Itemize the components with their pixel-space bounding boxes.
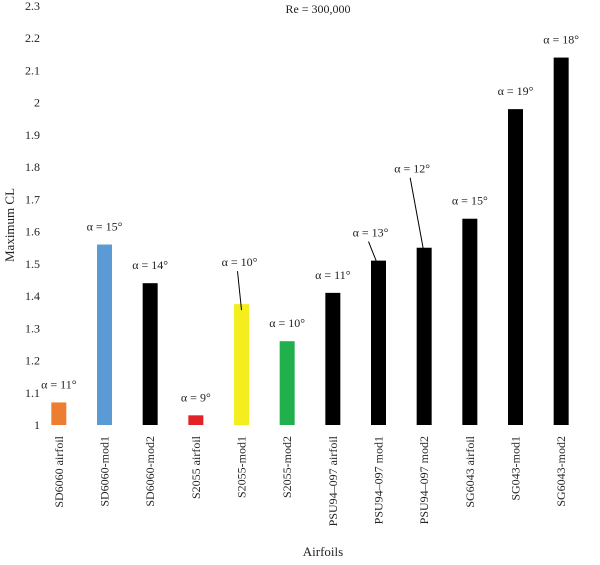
y-tick-label: 2.3 bbox=[25, 0, 40, 13]
y-tick-label: 1.8 bbox=[25, 160, 40, 174]
y-tick-label: 1.5 bbox=[25, 257, 40, 271]
x-tick-label: PSU94–097 airfoil bbox=[326, 435, 340, 526]
x-tick-label: SG043-mod1 bbox=[509, 436, 523, 501]
x-axis: SD6060 airfoil SD6060-mod1 SD6060-mod2 S205… bbox=[52, 435, 568, 526]
x-tick-label: SD6060 airfoil bbox=[52, 435, 66, 507]
bar-annotation: α = 18° bbox=[543, 33, 579, 47]
x-tick-label: S2055 airfoil bbox=[189, 435, 203, 499]
x-tick-label: SD6060-mod1 bbox=[98, 436, 112, 507]
bar-annotation: α = 10° bbox=[269, 316, 305, 330]
bar-annotation: α = 11° bbox=[41, 377, 77, 391]
x-tick-label: SG6043 airfoil bbox=[463, 435, 477, 507]
bar-annotation: α = 15° bbox=[452, 194, 488, 208]
bar bbox=[371, 260, 386, 425]
bar-annotation: α = 10° bbox=[222, 255, 258, 269]
annotation-leaders bbox=[237, 177, 425, 311]
bar-annotation: α = 13° bbox=[353, 226, 389, 240]
y-tick-label: 1.1 bbox=[25, 386, 40, 400]
y-tick-label: 2 bbox=[34, 96, 40, 110]
bar-annotations: α = 11° α = 15° α = 14° α = 9° α = 10° α = 10… bbox=[41, 33, 579, 405]
bar bbox=[97, 244, 112, 425]
x-tick-label: PSU94–097 mod2 bbox=[417, 436, 431, 524]
y-tick-label: 1.7 bbox=[25, 192, 40, 206]
bar bbox=[325, 292, 341, 425]
y-tick-label: 2.2 bbox=[25, 31, 40, 45]
bars bbox=[51, 57, 569, 426]
bar bbox=[234, 304, 249, 425]
y-axis: 1 1.1 1.2 1.3 1.4 1.5 1.6 1.7 1.8 1.9 2 2.1 2.2 2.3 bbox=[25, 0, 40, 432]
y-tick-label: 1.2 bbox=[25, 354, 40, 368]
bar-annotation: α = 9° bbox=[181, 390, 211, 404]
y-tick-label: 1.3 bbox=[25, 321, 40, 335]
x-axis-title: Airfoils bbox=[303, 544, 343, 559]
x-tick-label: SG6043-mod2 bbox=[554, 436, 568, 507]
chart-title: Re = 300,000 bbox=[285, 2, 350, 16]
annotation-leader-line bbox=[409, 177, 425, 254]
bar-annotation: α = 19° bbox=[498, 84, 534, 98]
y-tick-label: 1 bbox=[34, 418, 40, 432]
bar bbox=[553, 57, 569, 426]
bar bbox=[51, 402, 67, 425]
bar bbox=[462, 218, 478, 425]
x-tick-label: S2055-mod1 bbox=[235, 436, 249, 498]
y-tick-label: 2.1 bbox=[25, 63, 40, 77]
bar bbox=[142, 283, 158, 425]
y-tick-label: 1.6 bbox=[25, 225, 40, 239]
annotation-leader-line bbox=[368, 241, 379, 267]
x-tick-label: S2055-mod2 bbox=[280, 436, 294, 498]
x-tick-label: SD6060-mod2 bbox=[143, 436, 157, 507]
bar bbox=[416, 247, 432, 425]
y-axis-title: Maximum CL bbox=[2, 188, 17, 262]
bar-annotation: α = 11° bbox=[315, 268, 351, 282]
y-tick-label: 1.9 bbox=[25, 128, 40, 142]
annotation-leader-line bbox=[237, 271, 242, 311]
bar-annotation: α = 12° bbox=[394, 162, 430, 176]
bar bbox=[279, 341, 295, 425]
y-tick-label: 1.4 bbox=[25, 289, 40, 303]
x-tick-label: PSU94–097 mod1 bbox=[372, 436, 386, 524]
bar-annotation: α = 15° bbox=[87, 220, 123, 234]
bar-annotation: α = 14° bbox=[132, 258, 168, 272]
bar bbox=[508, 109, 523, 425]
bar bbox=[188, 415, 204, 425]
